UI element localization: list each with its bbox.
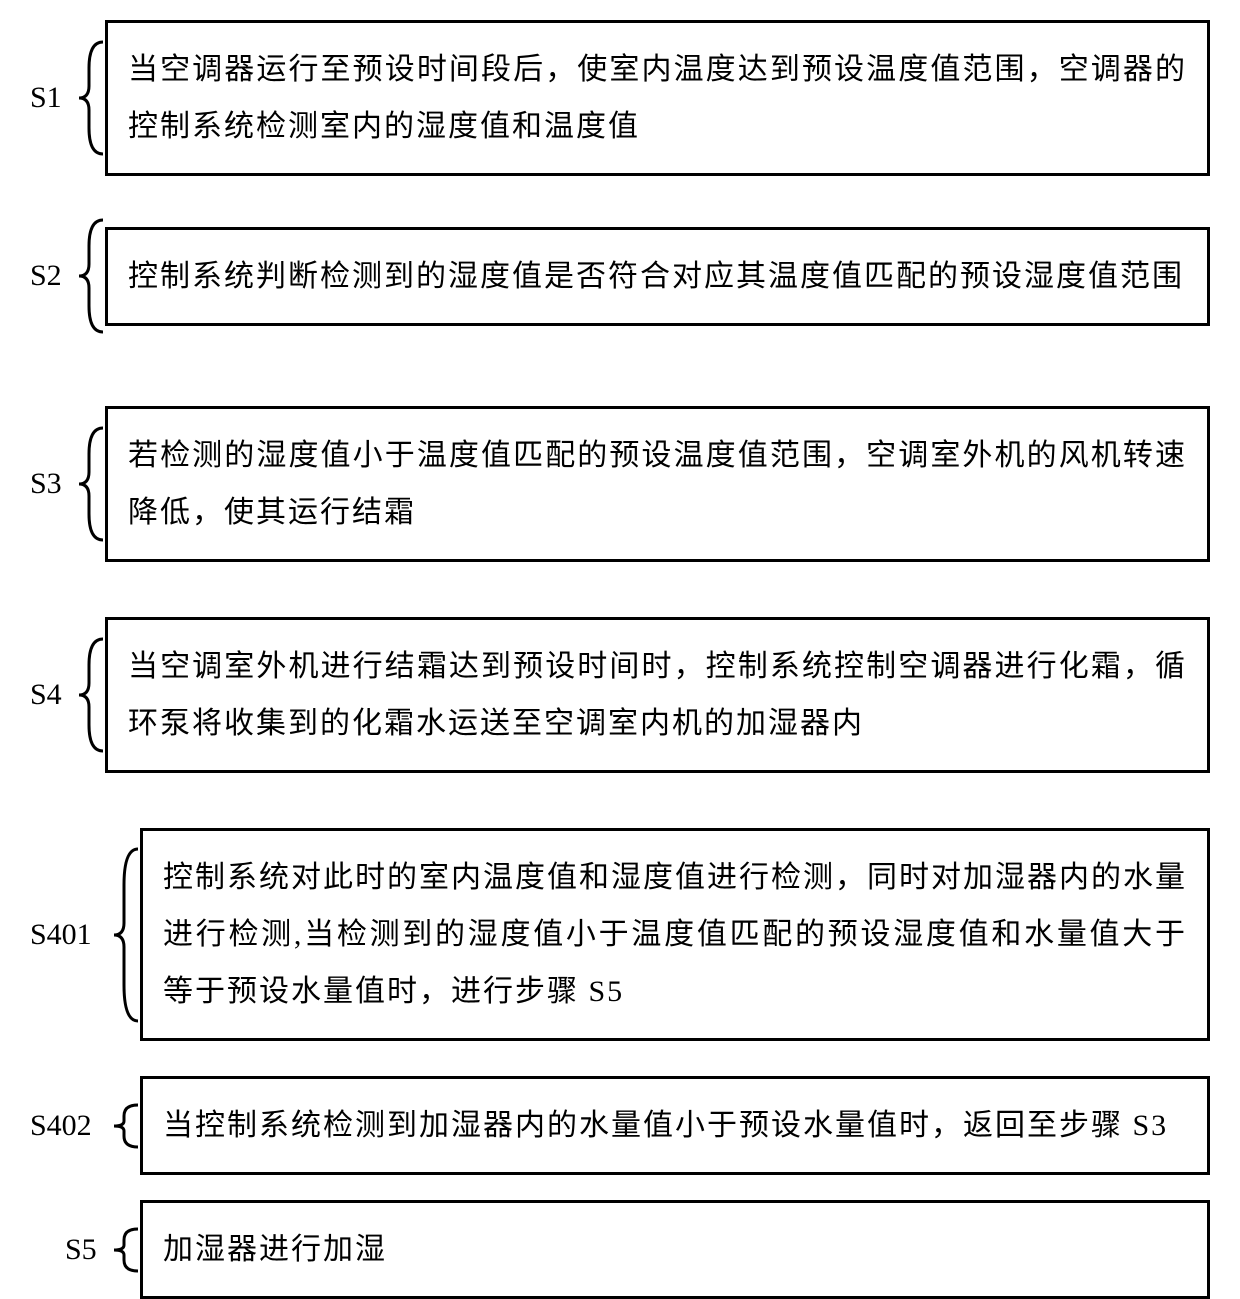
bracket-icon [75,38,105,158]
bracket-icon [75,424,105,544]
step-row-s402: S402 当控制系统检测到加湿器内的水量值小于预设水量值时，返回至步骤 S3 [30,1076,1210,1175]
step-label-s5: S5 [65,1233,110,1267]
step-row-s3: S3 若检测的湿度值小于温度值匹配的预设温度值范围，空调室外机的风机转速降低，使… [30,406,1210,562]
step-label-wrap: S4 [30,635,105,755]
step-label-wrap: S5 [30,1225,140,1275]
step-label-wrap: S3 [30,424,105,544]
step-label-s402: S402 [30,1109,110,1143]
step-row-s2: S2 控制系统判断检测到的湿度值是否符合对应其温度值匹配的预设湿度值范围 [30,216,1210,336]
step-label-wrap: S402 [30,1101,140,1151]
step-box-s3: 若检测的湿度值小于温度值匹配的预设温度值范围，空调室外机的风机转速降低，使其运行… [105,406,1210,562]
step-box-s402: 当控制系统检测到加湿器内的水量值小于预设水量值时，返回至步骤 S3 [140,1076,1210,1175]
bracket-icon [75,216,105,336]
step-box-s1: 当空调器运行至预设时间段后，使室内温度达到预设温度值范围，空调器的控制系统检测室… [105,20,1210,176]
step-row-s5: S5 加湿器进行加湿 [30,1200,1210,1299]
step-box-s2: 控制系统判断检测到的湿度值是否符合对应其温度值匹配的预设湿度值范围 [105,227,1210,326]
step-label-s401: S401 [30,918,110,952]
bracket-icon [110,845,140,1025]
step-label-s2: S2 [30,259,75,293]
step-label-s3: S3 [30,467,75,501]
step-row-s1: S1 当空调器运行至预设时间段后，使室内温度达到预设温度值范围，空调器的控制系统… [30,20,1210,176]
step-box-s401: 控制系统对此时的室内温度值和湿度值进行检测，同时对加湿器内的水量进行检测,当检测… [140,828,1210,1041]
step-label-wrap: S401 [30,845,140,1025]
step-label-s4: S4 [30,678,75,712]
step-box-s4: 当空调室外机进行结霜达到预设时间时，控制系统控制空调器进行化霜，循环泵将收集到的… [105,617,1210,773]
bracket-icon [110,1101,140,1151]
step-row-s4: S4 当空调室外机进行结霜达到预设时间时，控制系统控制空调器进行化霜，循环泵将收… [30,617,1210,773]
step-row-s401: S401 控制系统对此时的室内温度值和湿度值进行检测，同时对加湿器内的水量进行检… [30,828,1210,1041]
step-box-s5: 加湿器进行加湿 [140,1200,1210,1299]
bracket-icon [110,1225,140,1275]
step-label-wrap: S1 [30,38,105,158]
step-label-wrap: S2 [30,216,105,336]
step-label-s1: S1 [30,81,75,115]
bracket-icon [75,635,105,755]
